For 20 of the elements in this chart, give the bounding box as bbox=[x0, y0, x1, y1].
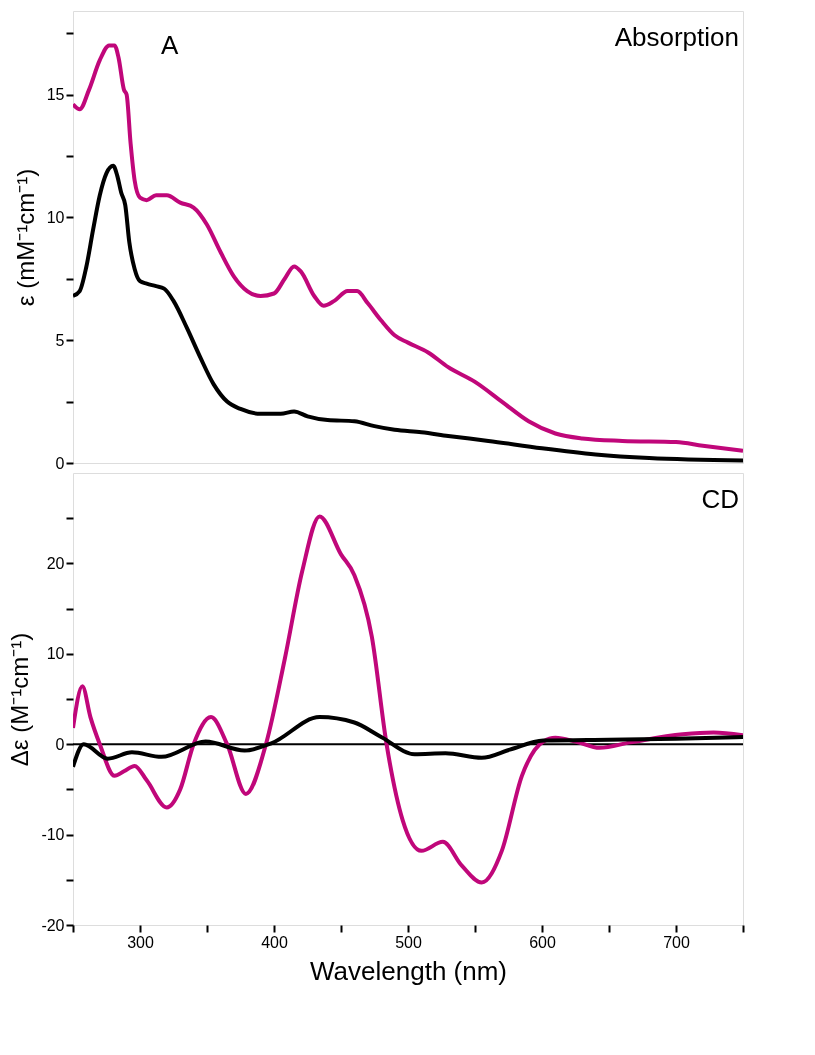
annotation: A bbox=[161, 30, 179, 60]
x-tick-label: 500 bbox=[395, 933, 422, 951]
annotation: CD bbox=[701, 484, 739, 514]
x-tick-label: 700 bbox=[663, 933, 690, 951]
y-tick-label: 10 bbox=[46, 208, 65, 226]
y-tick-label: 15 bbox=[46, 86, 65, 104]
y-tick-label: -20 bbox=[41, 916, 65, 934]
annotation: Absorption bbox=[614, 22, 739, 52]
y-tick-label: 0 bbox=[55, 735, 65, 753]
x-tick-label: 400 bbox=[261, 933, 288, 951]
x-axis-title: Wavelength (nm) bbox=[310, 955, 507, 986]
y-tick-label: -10 bbox=[41, 826, 65, 844]
y-tick-label: 0 bbox=[55, 454, 65, 472]
y-tick-label: 5 bbox=[55, 331, 65, 349]
x-tick-label: 600 bbox=[529, 933, 556, 951]
x-tick-label: 300 bbox=[127, 933, 154, 951]
y-tick-label: 20 bbox=[46, 554, 65, 572]
y-axis-title: ε (mM⁻¹cm⁻¹) bbox=[11, 168, 39, 307]
y-axis-title: Δε (M⁻¹cm⁻¹) bbox=[6, 632, 34, 767]
y-tick-label: 10 bbox=[46, 645, 65, 663]
